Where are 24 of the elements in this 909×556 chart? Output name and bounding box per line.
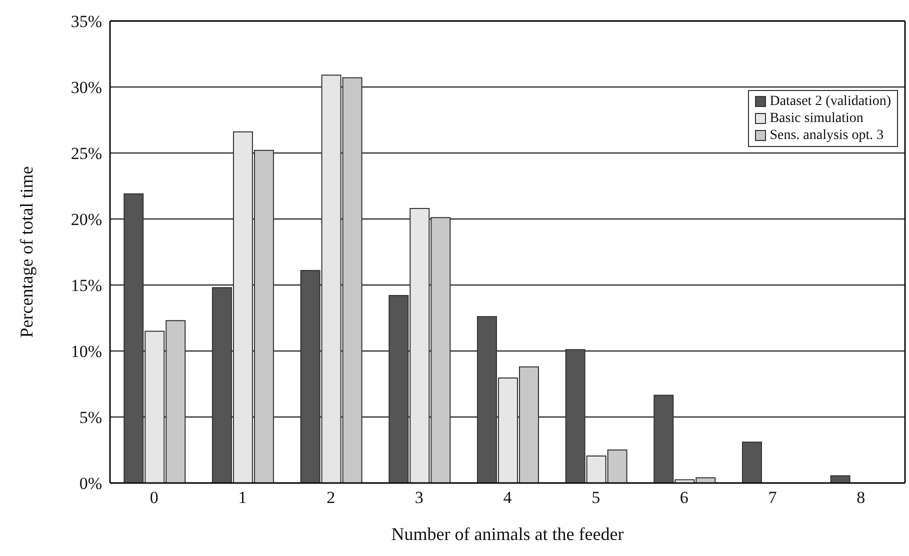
x-tick-label: 1	[238, 488, 247, 508]
x-tick-label: 0	[150, 488, 158, 508]
y-axis-title: Percentage of total time	[16, 166, 36, 338]
x-tick-label: 3	[414, 488, 424, 508]
legend-label: Sens. analysis opt. 3	[770, 127, 884, 144]
x-tick-label: 5	[592, 488, 600, 508]
y-tick-label: 15%	[70, 276, 102, 296]
y-tick-label: 25%	[70, 144, 102, 164]
x-tick-label: 2	[326, 488, 336, 508]
x-axis-title: Number of animals at the feeder	[391, 524, 624, 544]
y-tick-label: 35%	[70, 12, 102, 32]
bar	[742, 442, 762, 483]
y-tick-label: 20%	[70, 210, 102, 230]
x-tick-label: 6	[680, 488, 688, 508]
x-tick-label: 4	[503, 488, 512, 508]
x-tick-label: 7	[768, 488, 778, 508]
legend-label: Dataset 2 (validation)	[770, 93, 891, 110]
x-tick-label: 8	[856, 488, 866, 508]
y-tick-label: 30%	[70, 78, 102, 98]
legend-label: Basic simulation	[770, 110, 864, 127]
y-tick-label: 0%	[79, 474, 102, 494]
bar	[830, 475, 850, 483]
y-tick-label: 10%	[70, 342, 102, 362]
y-tick-label: 5%	[79, 408, 102, 428]
